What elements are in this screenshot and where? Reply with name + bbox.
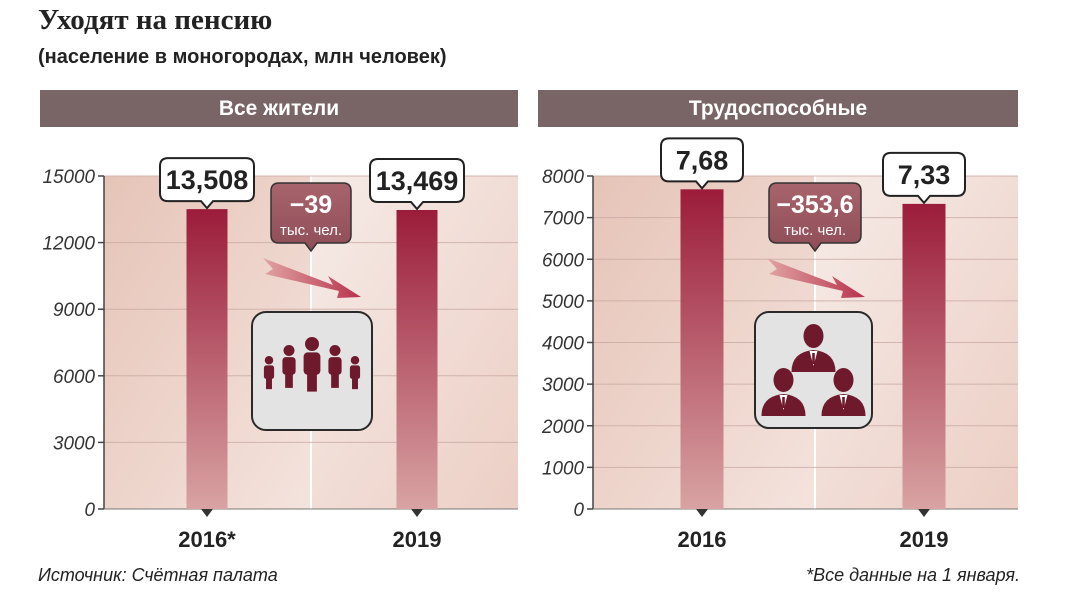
value-bubble bbox=[369, 157, 465, 211]
bust-head bbox=[833, 368, 854, 392]
person-legs bbox=[285, 372, 293, 388]
decrease-arrow-icon bbox=[263, 258, 361, 298]
y-tick-label: 3000 bbox=[53, 433, 95, 454]
chart-title: Уходят на пенсию bbox=[38, 4, 273, 36]
chart-all-residents: 0 3000 6000 9000 12000 15000 2016* 13,508 2019 13… bbox=[43, 157, 518, 552]
bust-head bbox=[773, 368, 794, 392]
decrease-arrow-icon bbox=[767, 258, 865, 298]
delta-value: −39 bbox=[290, 191, 332, 219]
bust-head bbox=[803, 324, 824, 348]
bar-2019 bbox=[396, 209, 438, 509]
chart-subtitle: (население в моногородах, млн человек) bbox=[38, 46, 447, 68]
y-tick-label: 0 bbox=[85, 500, 96, 521]
delta-value: −353,6 bbox=[776, 191, 853, 219]
value-label: 7,33 bbox=[898, 160, 951, 190]
person-body bbox=[282, 357, 296, 375]
delta-unit: тыс. чел. bbox=[280, 222, 342, 239]
x-tick-label: 2019 bbox=[393, 527, 442, 552]
bar-2016 bbox=[186, 209, 228, 509]
x-tick-marker bbox=[918, 509, 930, 517]
y-tick-label: 9000 bbox=[53, 300, 95, 321]
business-team-icon bbox=[754, 311, 873, 429]
value-bubble bbox=[882, 151, 966, 205]
person-body bbox=[328, 357, 342, 375]
delta-bubble bbox=[768, 182, 862, 253]
x-tick-label: 2016* bbox=[178, 527, 236, 552]
footnote: *Все данные на 1 января. bbox=[806, 565, 1020, 585]
person-legs bbox=[307, 372, 317, 392]
y-tick-label: 6000 bbox=[53, 367, 95, 388]
person-legs bbox=[352, 377, 358, 390]
x-tick-marker bbox=[201, 509, 213, 517]
bust-tie bbox=[782, 397, 785, 408]
person-body bbox=[303, 352, 321, 375]
value-label: 13,508 bbox=[166, 165, 249, 195]
person-legs bbox=[331, 372, 339, 388]
person-body bbox=[263, 365, 275, 379]
value-bubble bbox=[660, 137, 744, 190]
y-tick-label: 3000 bbox=[542, 375, 584, 396]
delta-bubble bbox=[270, 182, 352, 253]
x-tick-marker bbox=[411, 509, 423, 517]
value-bubble bbox=[159, 157, 255, 210]
x-tick-label: 2019 bbox=[900, 527, 949, 552]
y-tick-label: 1000 bbox=[542, 458, 584, 479]
y-tick-label: 8000 bbox=[542, 167, 584, 188]
bust-tie bbox=[812, 353, 815, 364]
person-head bbox=[305, 337, 319, 351]
y-tick-label: 12000 bbox=[43, 234, 96, 255]
x-tick-label: 2016 bbox=[678, 527, 727, 552]
value-label: 7,68 bbox=[676, 145, 729, 175]
person-head bbox=[350, 356, 360, 365]
y-tick-label: 4000 bbox=[542, 334, 584, 355]
person-head bbox=[283, 345, 295, 356]
person-legs bbox=[266, 377, 272, 390]
y-tick-label: 0 bbox=[574, 500, 585, 521]
value-label: 13,469 bbox=[376, 166, 459, 196]
y-tick-label: 6000 bbox=[542, 250, 584, 271]
delta-unit: тыс. чел. bbox=[784, 222, 846, 239]
panel-header-working-age: Трудоспособные bbox=[538, 90, 1018, 127]
person-head bbox=[264, 356, 274, 365]
bar-2019 bbox=[902, 203, 946, 510]
source-note: Источник: Счётная палата bbox=[38, 565, 278, 585]
y-tick-label: 15000 bbox=[43, 167, 96, 188]
y-tick-label: 7000 bbox=[542, 209, 584, 230]
x-tick-marker bbox=[696, 509, 708, 517]
bar-2016 bbox=[680, 189, 724, 509]
bust-tie bbox=[842, 397, 845, 408]
chart-working-age: 0 1000 2000 3000 4000 5000 6000 7000 8000 2016 7,6… bbox=[541, 137, 1018, 552]
y-tick-label: 5000 bbox=[542, 292, 584, 313]
person-body bbox=[349, 365, 361, 379]
person-head bbox=[329, 345, 341, 356]
people-group-icon bbox=[251, 311, 373, 431]
panel-header-all-residents: Все жители bbox=[40, 90, 518, 127]
y-tick-label: 2000 bbox=[541, 417, 584, 438]
